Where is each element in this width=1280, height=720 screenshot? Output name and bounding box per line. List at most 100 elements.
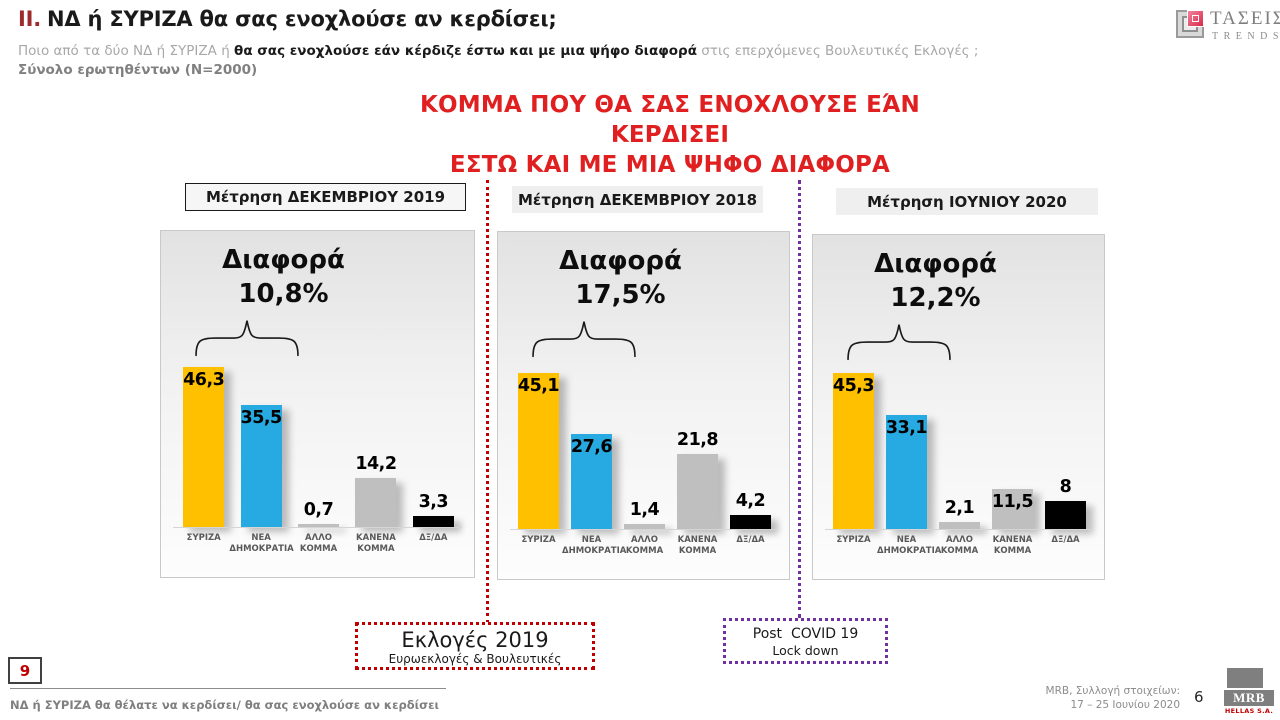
covid-callout-subtitle: Lock down — [772, 643, 839, 658]
bar-group: 45,3 ΣΥΡΙΖΑ — [827, 301, 880, 545]
bar-value-label: 8 — [1059, 477, 1072, 498]
bar — [1045, 501, 1086, 529]
bar-category-label: ΔΞ/ΔΑ — [419, 533, 448, 543]
bar — [992, 489, 1033, 529]
elections-callout-title: Εκλογές 2019 — [401, 628, 549, 652]
bar-value-label: 11,5 — [991, 492, 1034, 513]
bar-value-label: 0,7 — [303, 500, 334, 520]
bar-group: 2,1 ΑΛΛΟ ΚΟΜΜΑ — [933, 301, 986, 556]
bar-value-label: 33,1 — [885, 417, 928, 438]
bar-group: 4,2 ΔΞ/ΔΑ — [724, 301, 777, 545]
bar-value-label: 4,2 — [735, 490, 766, 511]
slide-title: II. ΝΔ ή ΣΥΡΙΖΑ θα σας ενοχλούσε αν κερδί… — [18, 7, 557, 31]
brace-icon — [195, 320, 299, 357]
axis-baseline — [825, 529, 1092, 530]
bar-chart: 45,1 ΣΥΡΙΖΑ 27,6 ΝΕΑ ΔΗΜΟΚΡΑΤΙΑ 1,4 ΑΛΛΟ ΚΟΜΜ… — [512, 301, 777, 556]
brace-icon — [532, 321, 636, 358]
sample-size-note: Σύνολο ερωτηθέντων (N=2000) — [18, 62, 258, 78]
bar-category-label: ΚΑΝΕΝΑ ΚΟΜΜΑ — [992, 535, 1033, 556]
measurement-header-dec-2019: Μέτρηση ΔΕΚΕΜΒΡΙΟΥ 2019 — [185, 183, 466, 211]
brace-icon — [847, 324, 951, 361]
chart-main-title-line2: ΕΣΤΩ ΚΑΙ ΜΕ ΜΙΑ ΨΗΦΟ ΔΙΑΦΟΡΑ — [449, 152, 891, 178]
bar-group: 35,5 ΝΕΑ ΔΗΜΟΚΡΑΤΙΑ — [229, 299, 294, 554]
trends-logo-latin-text: TRENDS — [1212, 31, 1280, 42]
bar-category-label: ΔΞ/ΔΑ — [1051, 535, 1080, 545]
bar — [240, 404, 282, 527]
bar-group: 8 ΔΞ/ΔΑ — [1039, 301, 1092, 545]
elections-callout-subtitle: Ευρωεκλογές & Βουλευτικές — [388, 652, 562, 666]
bar — [518, 373, 559, 529]
bar — [677, 453, 718, 529]
difference-value: 12,2% — [890, 283, 981, 313]
bar-group: 33,1 ΝΕΑ ΔΗΜΟΚΡΑΤΙΑ — [877, 301, 941, 556]
mrb-logo-subtext: HELLAS S.A. — [1224, 707, 1274, 715]
bar-chart: 45,3 ΣΥΡΙΖΑ 33,1 ΝΕΑ ΔΗΜΟΚΡΑΤΙΑ 2,1 ΑΛΛΟ ΚΟΜΜ… — [827, 301, 1092, 556]
elections-2019-callout: Εκλογές 2019 Ευρωεκλογές & Βουλευτικές — [355, 622, 595, 670]
bar-category-label: ΑΛΛΟ ΚΟΜΜΑ — [625, 535, 664, 556]
difference-label: Διαφορά — [559, 246, 682, 276]
chart-panel-dec-2019: Διαφορά 10,8% 46,3 ΣΥΡΙΖΑ 35,5 ΝΕΑ ΔΗΜΟΚΡΑΤ… — [160, 230, 475, 578]
bar — [730, 514, 771, 529]
bar-value-label: 46,3 — [183, 370, 225, 391]
question-subtitle: Ποιο από τα δύο ΝΔ ή ΣΥΡΙΖΑ ή θα σας ενο… — [18, 43, 978, 59]
difference-value: 17,5% — [575, 280, 666, 310]
taseis-trends-logo: ΤΑΣΕΙΣ TRENDS — [1176, 8, 1280, 48]
bar-category-label: ΑΛΛΟ ΚΟΜΜΑ — [299, 533, 338, 554]
source-line1: MRB, Συλλογή στοιχείων: — [1045, 685, 1180, 697]
trends-logo-pink-square — [1187, 10, 1204, 27]
bar-category-label: ΝΕΑ ΔΗΜΟΚΡΑΤΙΑ — [562, 535, 627, 556]
chart-main-title: ΚΟΜΜΑ ΠΟΥ ΘΑ ΣΑΣ ΕΝΟΧΛΟΥΣΕ ΕΆΝ ΚΕΡΔΙΣΕΙ … — [385, 90, 955, 180]
bar-value-label: 45,3 — [832, 375, 875, 396]
source-line2: 17 – 25 Ιουνίου 2020 — [1070, 699, 1180, 711]
question-number-box: 9 — [8, 657, 42, 684]
section-number: II. — [18, 7, 42, 31]
red-dotted-connector — [486, 180, 489, 623]
difference-annotation: Διαφορά 10,8% — [176, 243, 391, 311]
axis-baseline — [173, 527, 462, 528]
data-collection-note: MRB, Συλλογή στοιχείων: 17 – 25 Ιουνίου … — [1020, 684, 1180, 712]
axis-baseline — [510, 529, 777, 530]
bar-value-label: 14,2 — [355, 454, 397, 475]
covid-callout-title: Post COVID 19 — [752, 626, 859, 642]
bar — [571, 433, 612, 529]
difference-annotation: Διαφορά 17,5% — [513, 244, 728, 312]
bar — [355, 478, 397, 527]
bar-group: 1,4 ΑΛΛΟ ΚΟΜΜΑ — [618, 301, 671, 556]
footer-divider — [10, 688, 446, 689]
bar-value-label: 21,8 — [676, 429, 719, 450]
trends-logo-greek-text: ΤΑΣΕΙΣ — [1210, 8, 1280, 29]
bar-value-label: 2,1 — [944, 497, 975, 518]
difference-label: Διαφορά — [874, 249, 997, 279]
difference-annotation: Διαφορά 12,2% — [828, 247, 1043, 315]
bar-category-label: ΣΥΡΙΖΑ — [186, 533, 221, 543]
measurement-header-jun-2020: Μέτρηση ΙΟΥΝΙΟΥ 2020 — [836, 188, 1098, 215]
bar — [298, 524, 340, 527]
purple-dotted-connector — [798, 180, 801, 618]
bar-category-label: ΣΥΡΙΖΑ — [836, 535, 871, 545]
bar-group: 45,1 ΣΥΡΙΖΑ — [512, 301, 565, 545]
difference-label: Διαφορά — [222, 245, 345, 275]
bar-group: 3,3 ΔΞ/ΔΑ — [405, 299, 462, 543]
mrb-logo-text: MRB — [1224, 690, 1274, 706]
chart-panel-jun-2020: Διαφορά 12,2% 45,3 ΣΥΡΙΖΑ 33,1 ΝΕΑ ΔΗΜΟΚΡΑΤ… — [812, 234, 1105, 580]
difference-value: 10,8% — [238, 279, 329, 309]
mrb-logo-block — [1227, 668, 1263, 688]
bar-category-label: ΚΑΝΕΝΑ ΚΟΜΜΑ — [356, 533, 396, 554]
slide-title-text: ΝΔ ή ΣΥΡΙΖΑ θα σας ενοχλούσε αν κερδίσει… — [47, 7, 557, 31]
page-number: 6 — [1194, 688, 1204, 706]
mrb-hellas-logo: MRB HELLAS S.A. — [1224, 668, 1274, 715]
subtitle-gray-tail: στις επερχόμενες Βουλευτικές Εκλογές ; — [697, 43, 979, 59]
trends-logo-icon — [1176, 10, 1204, 38]
bar-category-label: ΝΕΑ ΔΗΜΟΚΡΑΤΙΑ — [877, 535, 942, 556]
subtitle-gray-lead: Ποιο από τα δύο ΝΔ ή ΣΥΡΙΖΑ ή — [18, 43, 235, 59]
bar — [886, 414, 927, 529]
bar-category-label: ΝΕΑ ΔΗΜΟΚΡΑΤΙΑ — [229, 533, 294, 554]
chart-main-title-line1: ΚΟΜΜΑ ΠΟΥ ΘΑ ΣΑΣ ΕΝΟΧΛΟΥΣΕ ΕΆΝ ΚΕΡΔΙΣΕΙ — [420, 92, 920, 148]
chart-panel-dec-2018: Διαφορά 17,5% 45,1 ΣΥΡΙΖΑ 27,6 ΝΕΑ ΔΗΜΟΚΡΑΤ… — [497, 231, 790, 580]
bar-value-label: 1,4 — [629, 500, 660, 521]
bar-category-label: ΣΥΡΙΖΑ — [521, 535, 556, 545]
bar-group: 14,2 ΚΑΝΕΝΑ ΚΟΜΜΑ — [347, 299, 404, 554]
bar — [412, 515, 454, 527]
bar-group: 21,8 ΚΑΝΕΝΑ ΚΟΜΜΑ — [671, 301, 724, 556]
